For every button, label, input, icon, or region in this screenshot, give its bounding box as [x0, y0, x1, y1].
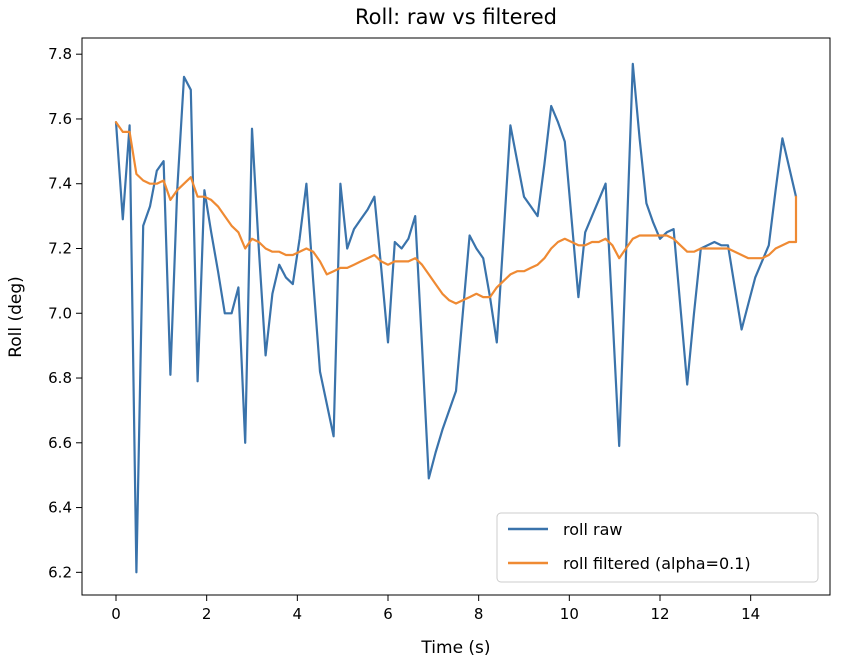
y-tick-label: 7.8	[48, 45, 72, 63]
y-tick-label: 6.6	[48, 434, 72, 452]
legend-box	[496, 512, 819, 583]
series-line-roll-filtered	[114, 121, 798, 305]
y-tick-label: 6.4	[48, 499, 72, 517]
legend: roll raw roll filtered (alpha=0.1)	[496, 512, 819, 583]
x-tick-label: 8	[474, 605, 484, 623]
y-tick-labels: 6.2 6.4 6.6 6.8 7.0 7.2 7.4 7.6 7.8	[48, 45, 72, 581]
y-tick-label: 7.4	[48, 175, 72, 193]
x-tick-labels: 0 2 4 6 8 10 12 14	[111, 605, 760, 623]
legend-label-roll-raw: roll raw	[563, 520, 622, 539]
x-tick-label: 12	[650, 605, 669, 623]
series-line-roll-raw	[114, 62, 798, 574]
plot-area-frame	[81, 37, 831, 596]
y-tick-label: 7.6	[48, 110, 72, 128]
x-tick-label: 6	[383, 605, 393, 623]
x-tick-label: 2	[202, 605, 212, 623]
x-tick-label: 0	[111, 605, 121, 623]
tick-marks	[76, 53, 752, 601]
x-tick-label: 10	[560, 605, 579, 623]
series-lines	[114, 62, 798, 574]
y-tick-label: 6.2	[48, 563, 72, 581]
x-tick-label: 4	[293, 605, 303, 623]
legend-label-roll-filtered: roll filtered (alpha=0.1)	[563, 554, 751, 573]
y-tick-label: 7.2	[48, 239, 72, 257]
y-axis-label: Roll (deg)	[6, 276, 26, 358]
x-axis-label: Time (s)	[420, 638, 490, 658]
y-tick-label: 6.8	[48, 369, 72, 387]
x-tick-label: 14	[741, 605, 760, 623]
chart-title: Roll: raw vs filtered	[355, 5, 557, 29]
y-tick-label: 7.0	[48, 304, 72, 322]
